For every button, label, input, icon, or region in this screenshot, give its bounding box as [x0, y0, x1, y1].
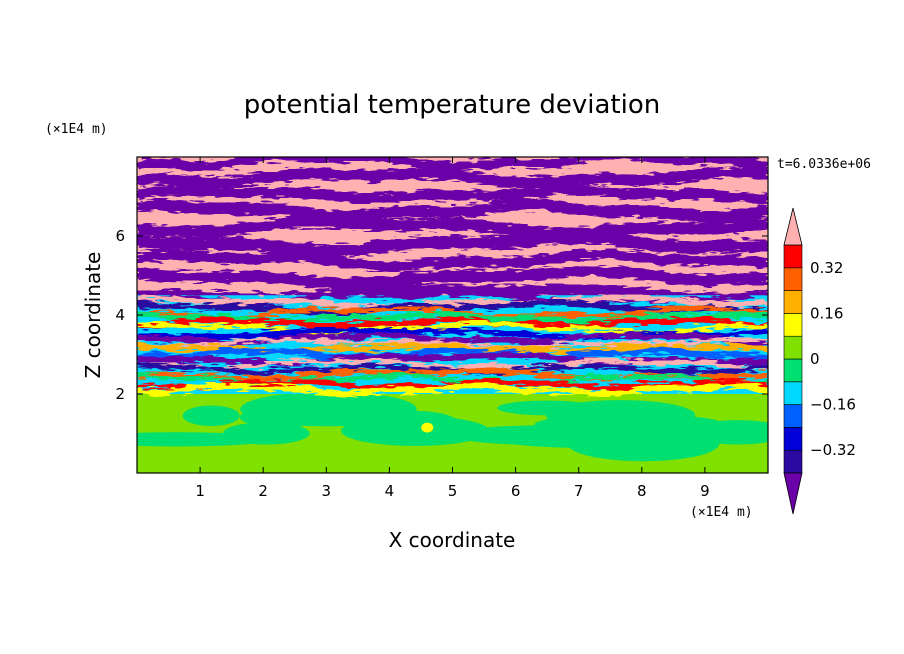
y-axis-ticks: 2 4 6 — [115, 227, 768, 403]
mixing-band — [137, 331, 768, 346]
colorbar-segment — [783, 427, 803, 451]
colorbar-extend-min — [783, 472, 803, 515]
lower-layer — [137, 391, 768, 473]
x-tick-label: 5 — [448, 482, 458, 500]
mixing-band — [137, 357, 768, 371]
time-label: t=6.0336e+06 — [777, 157, 871, 172]
y-axis-unit: (×1E4 m) — [45, 122, 108, 137]
colorbar-segment — [783, 290, 803, 314]
contour-field — [137, 157, 768, 473]
cold-band — [137, 231, 768, 258]
x-tick-label: 1 — [195, 482, 205, 500]
x-tick-label: 6 — [511, 482, 521, 500]
x-tick-label: 2 — [258, 482, 268, 500]
mixing-layer — [137, 289, 768, 398]
lower-patch — [182, 405, 240, 427]
lower-patch — [453, 425, 627, 445]
cold-band — [137, 166, 768, 188]
colorbar: 0.32 0.16 0 −0.16 −0.32 — [783, 207, 856, 515]
colorbar-segment — [783, 381, 803, 405]
lower-patch — [240, 391, 417, 427]
x-tick-label: 7 — [574, 482, 584, 500]
colorbar-segment — [783, 358, 803, 383]
lower-patch — [222, 422, 310, 445]
y-tick-label: 4 — [115, 306, 125, 324]
mixing-band — [137, 346, 768, 361]
colorbar-segment — [783, 335, 803, 360]
x-axis-label: X coordinate — [389, 528, 516, 552]
y-tick-label: 6 — [115, 227, 125, 245]
colorbar-label: 0.32 — [810, 259, 843, 277]
upper-layer — [137, 157, 768, 305]
colorbar-extend-max — [783, 207, 803, 246]
colorbar-label: 0 — [810, 350, 820, 368]
colorbar-label: 0.16 — [810, 304, 843, 322]
x-tick-label: 4 — [385, 482, 395, 500]
lower-patch — [341, 415, 490, 446]
cold-band — [137, 157, 768, 172]
colorbar-segment — [783, 449, 803, 474]
colorbar-label: −0.16 — [810, 396, 856, 414]
x-tick-label: 9 — [700, 482, 710, 500]
warm-spot — [421, 422, 434, 433]
colorbar-segment — [783, 244, 803, 269]
mixing-band — [137, 337, 768, 350]
colorbar-label: −0.32 — [810, 441, 856, 459]
x-tick-label: 3 — [322, 482, 332, 500]
colorbar-segment — [783, 267, 803, 291]
mixing-band — [137, 316, 768, 330]
mixing-band — [137, 294, 768, 310]
cold-band — [137, 265, 768, 290]
cold-band — [137, 184, 768, 204]
x-tick-label: 8 — [637, 482, 647, 500]
cold-band — [137, 248, 768, 272]
lower-patch — [545, 400, 696, 431]
x-axis-ticks: 1 2 3 4 5 6 7 8 9 — [195, 157, 710, 500]
x-axis-unit: (×1E4 m) — [690, 505, 753, 520]
mixing-band — [137, 382, 768, 398]
y-axis-label: Z coordinate — [81, 252, 105, 379]
chart-title: potential temperature deviation — [244, 90, 660, 120]
colorbar-segment — [783, 404, 803, 428]
y-tick-label: 2 — [115, 385, 125, 403]
colorbar-segment — [783, 313, 803, 337]
